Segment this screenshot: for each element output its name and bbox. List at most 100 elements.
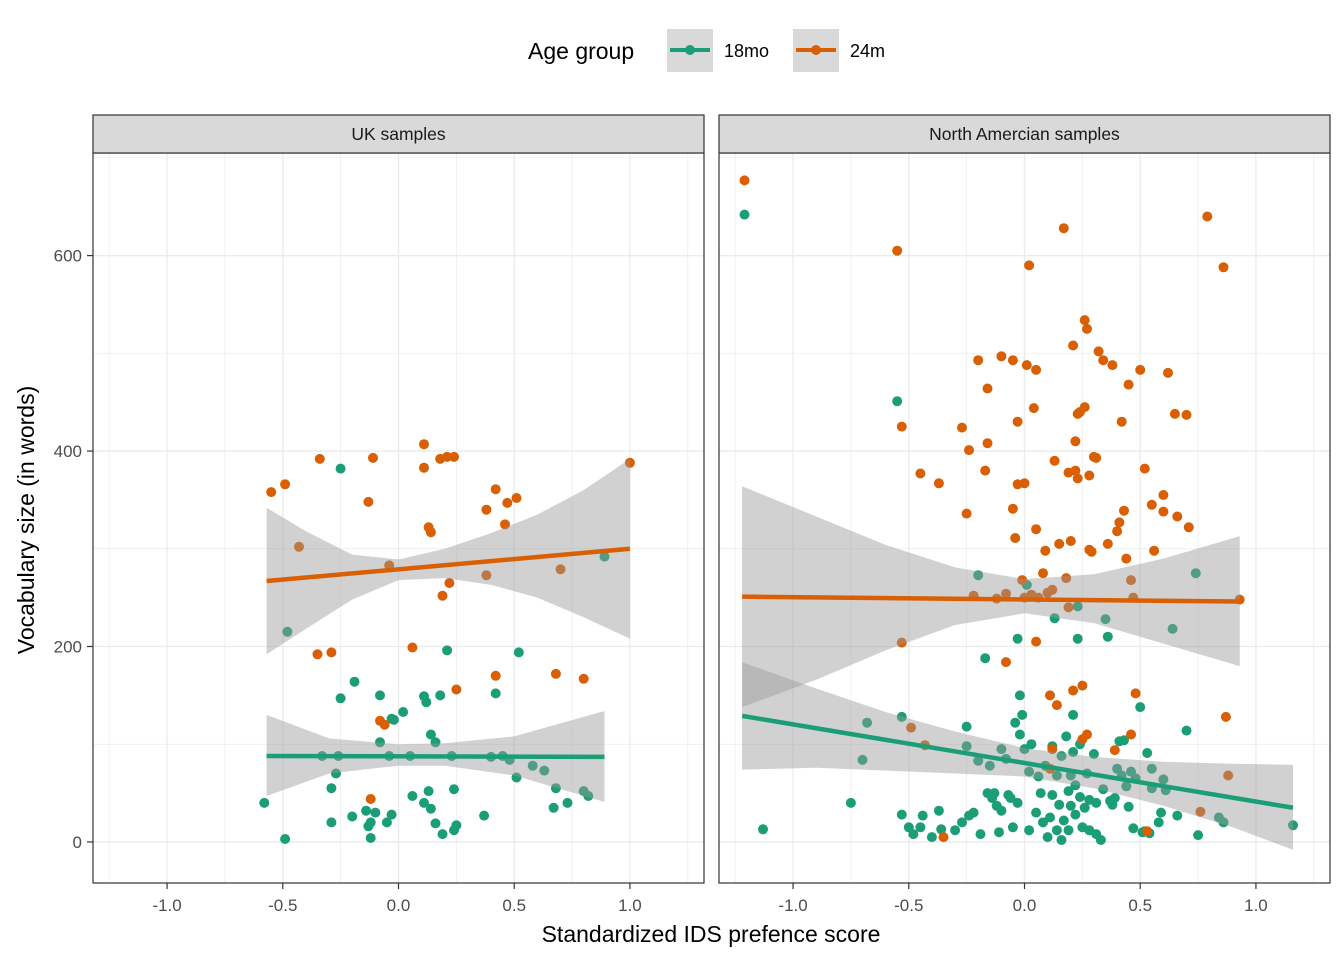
point-24m bbox=[1054, 538, 1065, 549]
legend-label-18mo: 18mo bbox=[724, 41, 769, 61]
point-24m bbox=[312, 649, 323, 660]
point-18mo bbox=[449, 784, 459, 795]
point-24m bbox=[490, 670, 501, 681]
point-24m bbox=[419, 439, 429, 450]
point-18mo bbox=[989, 788, 1000, 799]
point-18mo bbox=[1119, 735, 1129, 746]
point-24m bbox=[1135, 364, 1146, 375]
panel-north-american-samples: North Amercian samples bbox=[718, 114, 1331, 154]
point-24m bbox=[915, 468, 926, 479]
x-tick-label: -1.0 bbox=[152, 896, 181, 915]
point-18mo bbox=[739, 209, 750, 220]
point-24m bbox=[550, 668, 561, 679]
trend-line-18mo bbox=[741, 713, 1294, 810]
point-24m bbox=[1119, 505, 1129, 516]
point-24m bbox=[1040, 545, 1051, 556]
trend-line-24m bbox=[742, 594, 1240, 604]
point-24m bbox=[1001, 657, 1011, 668]
point-18mo bbox=[1063, 825, 1074, 836]
point-18mo bbox=[1063, 786, 1074, 797]
point-24m bbox=[1031, 364, 1042, 375]
point-24m bbox=[1139, 463, 1150, 474]
point-24m bbox=[502, 497, 513, 508]
point-24m bbox=[437, 590, 448, 601]
point-18mo bbox=[375, 690, 385, 701]
point-24m bbox=[1146, 499, 1157, 510]
point-24m bbox=[896, 637, 907, 648]
point-18mo bbox=[1167, 623, 1178, 634]
point-24m bbox=[961, 508, 972, 519]
point-24m bbox=[1051, 700, 1062, 711]
point-18mo bbox=[961, 741, 972, 752]
point-24m bbox=[1019, 478, 1030, 489]
point-18mo bbox=[1218, 817, 1229, 828]
point-24m bbox=[1109, 745, 1120, 756]
point-24m bbox=[1121, 553, 1132, 564]
point-18mo bbox=[968, 807, 979, 818]
point-18mo bbox=[451, 820, 462, 831]
point-18mo bbox=[335, 693, 346, 704]
point-18mo bbox=[335, 463, 346, 474]
y-axis: 0 200 400 600 bbox=[54, 247, 93, 852]
point-18mo bbox=[908, 829, 919, 840]
point-24m bbox=[379, 719, 390, 730]
point-18mo bbox=[280, 834, 291, 844]
trend-line-18mo bbox=[266, 753, 605, 760]
point-24m bbox=[892, 245, 903, 256]
point-18mo bbox=[370, 807, 381, 818]
point-18mo bbox=[259, 797, 270, 808]
point-24m bbox=[280, 479, 291, 490]
trend-line-24m bbox=[266, 546, 631, 584]
confidence-band-24m bbox=[742, 486, 1240, 708]
point-18mo bbox=[1031, 807, 1042, 818]
point-24m bbox=[1031, 636, 1042, 647]
point-24m bbox=[1047, 744, 1058, 755]
point-18mo bbox=[1042, 832, 1053, 843]
point-18mo bbox=[1051, 825, 1062, 836]
point-18mo bbox=[490, 688, 501, 699]
point-18mo bbox=[1056, 835, 1067, 845]
point-18mo bbox=[562, 797, 573, 808]
point-18mo bbox=[1072, 633, 1083, 644]
point-24m bbox=[1126, 575, 1136, 586]
point-24m bbox=[1045, 690, 1055, 701]
point-24m bbox=[973, 355, 984, 366]
x-tick-label: -1.0 bbox=[778, 896, 807, 915]
point-24m bbox=[1149, 545, 1160, 556]
point-24m bbox=[1063, 602, 1074, 613]
strip-na-background bbox=[718, 114, 1331, 154]
point-24m bbox=[314, 453, 325, 464]
point-24m bbox=[363, 496, 374, 507]
point-24m bbox=[1082, 729, 1092, 740]
point-18mo bbox=[548, 802, 559, 813]
point-24m bbox=[896, 421, 907, 432]
point-18mo bbox=[917, 810, 928, 821]
x-tick-label: 1.0 bbox=[618, 896, 642, 915]
point-24m bbox=[368, 452, 378, 463]
point-24m bbox=[511, 493, 522, 503]
point-18mo bbox=[511, 772, 522, 783]
point-18mo bbox=[1121, 781, 1132, 792]
point-24m bbox=[294, 541, 304, 552]
point-18mo bbox=[1024, 825, 1035, 836]
point-24m bbox=[425, 527, 436, 538]
point-18mo bbox=[1095, 835, 1106, 845]
point-18mo bbox=[1051, 770, 1062, 781]
point-18mo bbox=[1047, 790, 1058, 800]
point-18mo bbox=[975, 829, 986, 840]
legend: Age group 18mo 24m bbox=[528, 29, 885, 72]
point-18mo bbox=[1102, 631, 1113, 642]
point-24m bbox=[1079, 315, 1090, 326]
point-18mo bbox=[1128, 823, 1139, 834]
point-18mo bbox=[1049, 613, 1060, 624]
point-18mo bbox=[1010, 717, 1021, 728]
point-18mo bbox=[1098, 784, 1109, 795]
point-24m bbox=[1091, 452, 1102, 463]
point-24m bbox=[1158, 506, 1169, 517]
point-18mo bbox=[375, 737, 385, 748]
point-24m bbox=[1065, 536, 1076, 546]
point-24m bbox=[481, 570, 492, 581]
point-18mo bbox=[398, 707, 409, 717]
point-18mo bbox=[1017, 709, 1028, 720]
y-tick-label: 400 bbox=[54, 442, 82, 461]
